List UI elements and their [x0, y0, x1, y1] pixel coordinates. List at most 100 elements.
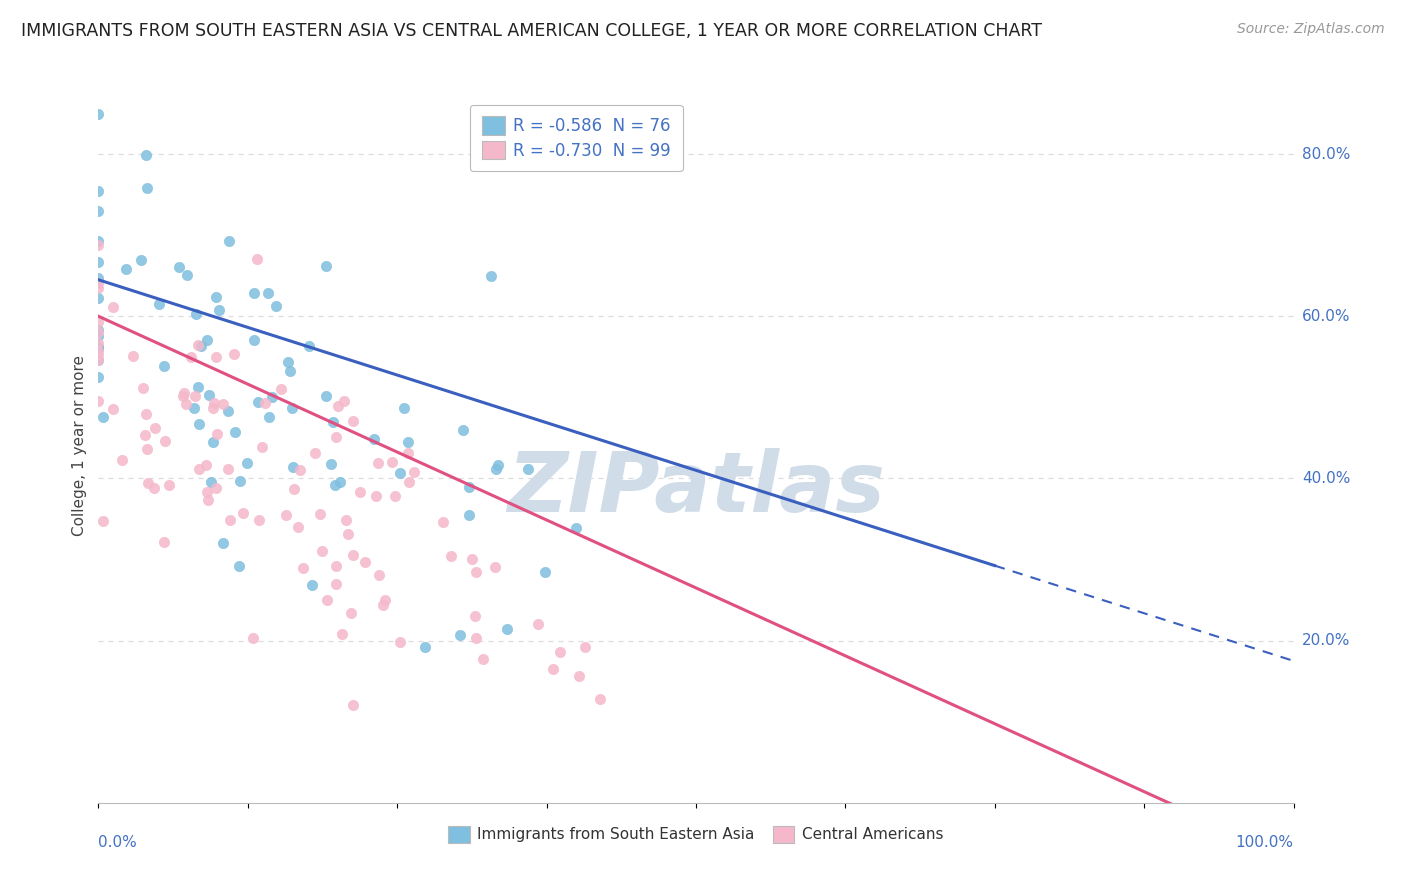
Point — [349, 484, 371, 499]
Point — [205, 426, 228, 441]
Point — [517, 462, 540, 476]
Point — [187, 417, 209, 431]
Point — [222, 347, 245, 361]
Point — [311, 544, 333, 558]
Point — [184, 389, 207, 403]
Point — [202, 401, 225, 415]
Point — [198, 388, 221, 402]
Point — [396, 446, 419, 460]
Text: 0.0%: 0.0% — [98, 835, 138, 850]
Point — [568, 669, 591, 683]
Point — [330, 626, 353, 640]
Point — [87, 342, 110, 356]
Point — [217, 462, 239, 476]
Point — [250, 440, 273, 454]
Point — [384, 490, 406, 504]
Point — [565, 521, 588, 535]
Point — [354, 554, 377, 568]
Point — [142, 481, 165, 495]
Point — [371, 598, 394, 612]
Point — [316, 593, 339, 607]
Point — [101, 300, 124, 314]
Point — [464, 565, 486, 579]
Point — [176, 268, 198, 283]
Point — [87, 370, 110, 384]
Point — [132, 380, 155, 394]
Point — [247, 513, 270, 527]
Point — [340, 606, 363, 620]
Point — [184, 307, 207, 321]
Point — [288, 463, 311, 477]
Y-axis label: College, 1 year or more: College, 1 year or more — [72, 356, 87, 536]
Point — [458, 480, 481, 494]
Legend: Immigrants from South Eastern Asia, Central Americans: Immigrants from South Eastern Asia, Cent… — [443, 820, 949, 848]
Point — [200, 475, 222, 490]
Point — [208, 302, 231, 317]
Point — [388, 635, 411, 649]
Point — [484, 560, 506, 574]
Point — [218, 234, 240, 248]
Point — [323, 478, 346, 492]
Point — [541, 662, 564, 676]
Point — [103, 401, 125, 416]
Point — [337, 526, 360, 541]
Point — [342, 414, 364, 428]
Text: 100.0%: 100.0% — [1236, 835, 1294, 850]
Point — [134, 427, 156, 442]
Point — [135, 148, 157, 162]
Point — [281, 401, 304, 415]
Point — [335, 514, 357, 528]
Point — [152, 535, 174, 549]
Point — [224, 425, 246, 440]
Point — [274, 508, 297, 522]
Point — [367, 456, 389, 470]
Point — [136, 475, 159, 490]
Point — [363, 432, 385, 446]
Point — [202, 396, 225, 410]
Point — [195, 484, 218, 499]
Point — [247, 395, 270, 409]
Point — [374, 593, 396, 607]
Point — [136, 442, 159, 457]
Point — [229, 474, 252, 488]
Point — [87, 237, 110, 252]
Point — [187, 338, 209, 352]
Point — [242, 632, 264, 646]
Text: 80.0%: 80.0% — [1302, 146, 1350, 161]
Point — [228, 559, 250, 574]
Point — [388, 466, 411, 480]
Point — [464, 609, 486, 624]
Point — [394, 401, 416, 415]
Point — [172, 389, 194, 403]
Point — [479, 268, 502, 283]
Point — [278, 364, 301, 378]
Point — [264, 300, 287, 314]
Point — [87, 336, 110, 351]
Point — [204, 350, 226, 364]
Point — [129, 253, 152, 268]
Point — [259, 409, 281, 424]
Point — [122, 349, 145, 363]
Point — [87, 341, 110, 355]
Point — [197, 492, 219, 507]
Point — [304, 446, 326, 460]
Point — [91, 409, 114, 424]
Point — [205, 289, 228, 303]
Point — [342, 548, 364, 562]
Point — [322, 415, 344, 429]
Point — [236, 456, 259, 470]
Point — [205, 481, 228, 495]
Point — [533, 566, 555, 580]
Point — [87, 281, 110, 295]
Point — [449, 628, 471, 642]
Point — [398, 475, 420, 489]
Point — [461, 552, 484, 566]
Point — [87, 326, 110, 340]
Point — [329, 475, 352, 490]
Point — [87, 255, 110, 269]
Point — [211, 396, 233, 410]
Point — [325, 576, 347, 591]
Point — [432, 515, 454, 529]
Point — [309, 507, 332, 521]
Point — [453, 423, 475, 437]
